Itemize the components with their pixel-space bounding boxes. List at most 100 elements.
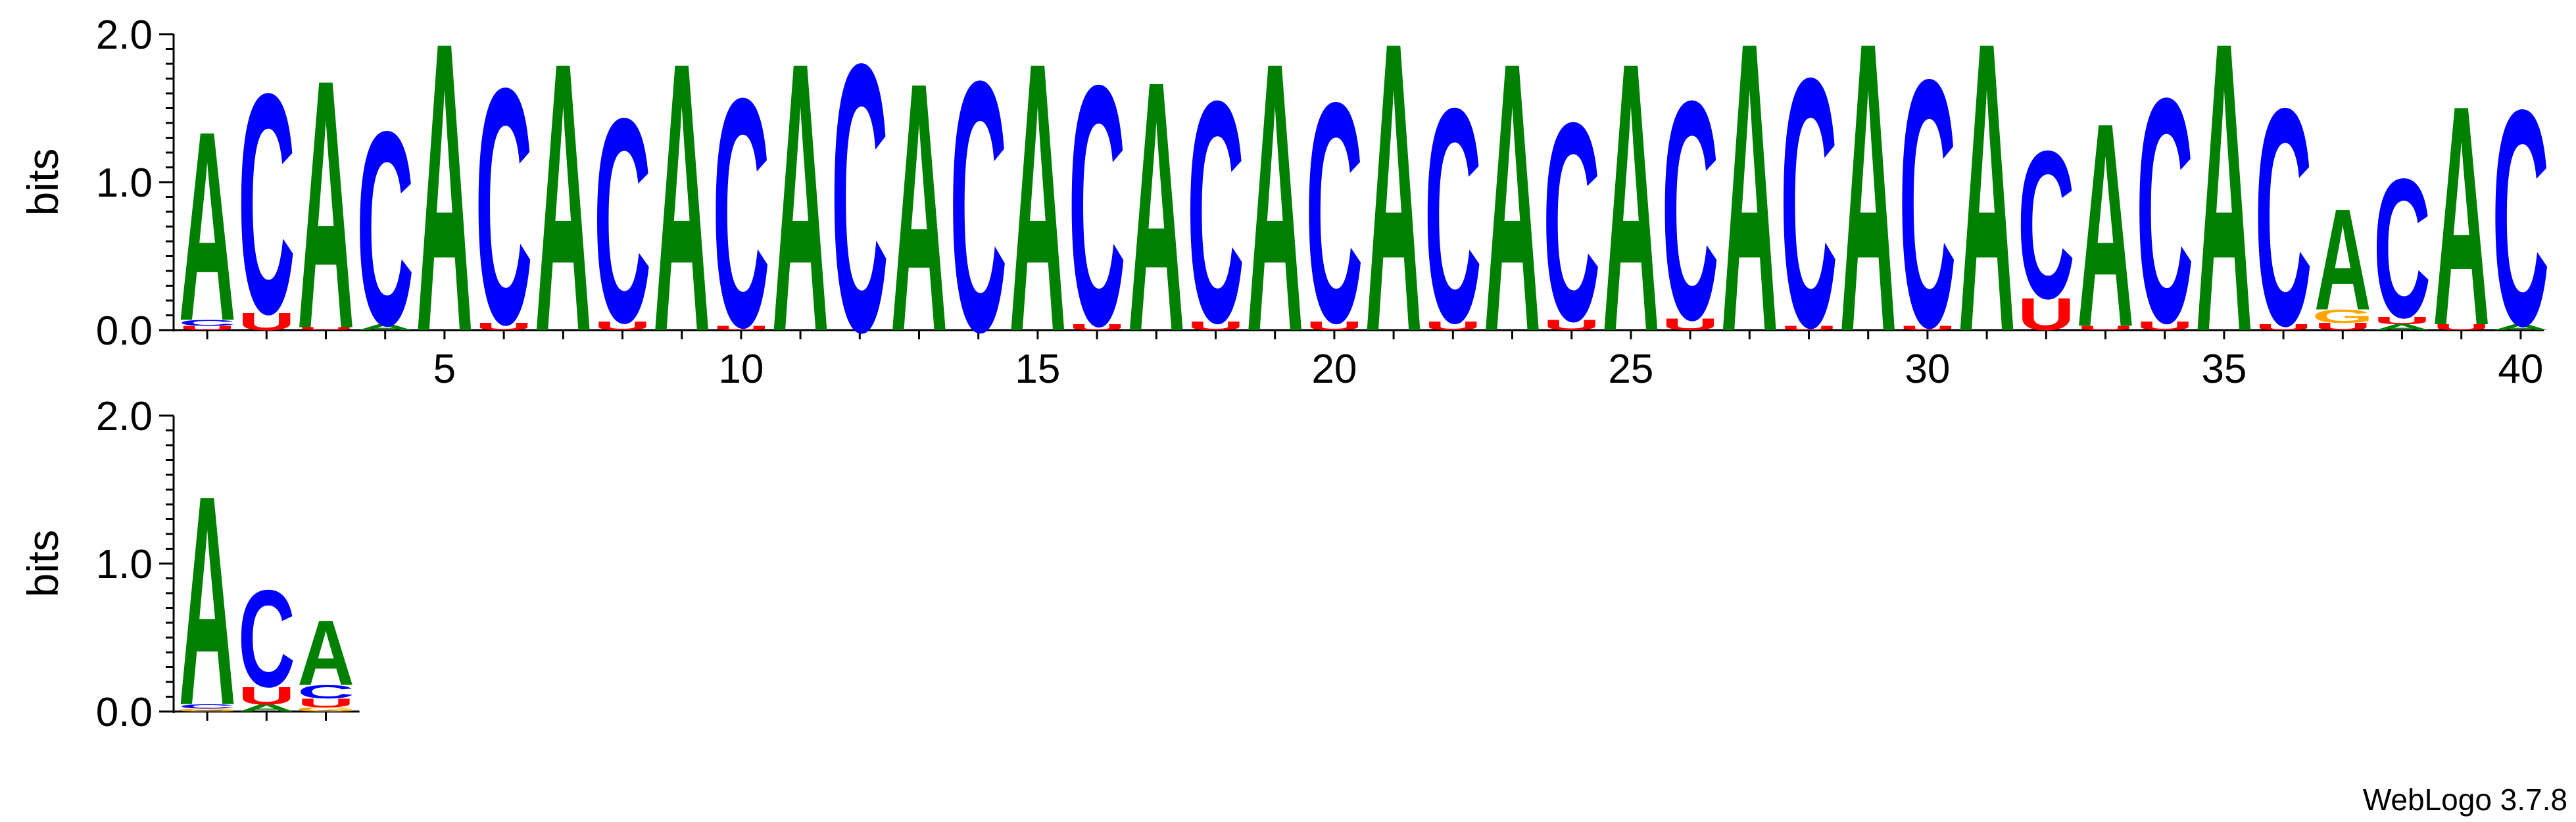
glyph-A: A — [653, 0, 710, 412]
logo-column: UC — [1780, 5, 1837, 401]
logo-column: UC — [2255, 44, 2312, 390]
logo-column: A — [653, 0, 710, 412]
y-tick-label: 0.0 — [96, 690, 153, 735]
y-tick-label: 1.0 — [96, 542, 153, 587]
glyph-U: U — [1424, 319, 1482, 333]
glyph-A: A — [2314, 179, 2371, 341]
glyph-A: A — [2195, 0, 2252, 418]
glyph-A: A — [356, 323, 414, 332]
x-tick-label: 25 — [1608, 347, 1653, 392]
glyph-C: C — [356, 74, 414, 383]
glyph-U: U — [1899, 325, 1956, 331]
logo-column: UC — [712, 30, 769, 395]
glyph-U: U — [2433, 323, 2490, 332]
glyph-U: U — [238, 681, 295, 709]
glyph-G: G — [176, 708, 238, 712]
glyph-C: C — [594, 57, 651, 383]
x-tick-label: 35 — [2201, 347, 2247, 392]
logo-column: GCA — [176, 433, 238, 768]
logo-column: A — [1721, 0, 1778, 418]
logo-column: C — [831, 0, 888, 411]
logo-column: UC — [1187, 36, 1244, 389]
glyph-A: A — [535, 0, 592, 412]
glyph-A: A — [297, 600, 354, 704]
glyph-A: A — [179, 75, 236, 377]
glyph-A: A — [179, 433, 236, 768]
logo-column: C — [950, 8, 1007, 406]
glyph-C: C — [297, 681, 354, 702]
y-tick-label: 1.0 — [96, 160, 153, 206]
x-tick-label: 15 — [1015, 347, 1060, 392]
glyph-C: C — [2492, 47, 2549, 390]
glyph-C: C — [1662, 37, 1719, 385]
glyph-A: A — [1365, 0, 1422, 418]
glyph-A: A — [2077, 62, 2134, 387]
glyph-U: U — [179, 325, 236, 331]
logo-column: UC — [1424, 44, 1482, 386]
glyph-C: C — [1899, 6, 1956, 400]
logo-column: A — [890, 9, 948, 405]
y-axis-label: bits — [18, 149, 67, 216]
glyph-A: A — [772, 0, 829, 412]
x-tick-label: 20 — [1311, 347, 1357, 392]
logo-column: A — [1602, 0, 1659, 412]
logo-column: UC — [238, 28, 295, 379]
logo-column: A — [416, 0, 473, 418]
glyph-U: U — [238, 308, 295, 335]
glyph-U: U — [594, 319, 651, 333]
glyph-C: C — [2373, 137, 2431, 360]
glyph-U: U — [2373, 315, 2431, 327]
glyph-G: G — [295, 706, 357, 713]
glyph-A: A — [1128, 8, 1185, 406]
glyph-C: C — [2255, 44, 2312, 390]
logo-column: UCA — [179, 75, 236, 377]
logo-column: A — [1128, 8, 1185, 406]
logo-column: UC — [1662, 37, 1719, 385]
glyph-U: U — [2136, 319, 2193, 333]
glyph-U: U — [475, 321, 533, 333]
logo-column: A — [1484, 0, 1541, 412]
glyph-C: C — [831, 0, 888, 411]
logo-column: A — [772, 0, 829, 412]
glyph-C: C — [179, 703, 236, 710]
glyph-C: C — [2018, 108, 2075, 343]
logo-column: UC — [1069, 14, 1126, 398]
glyph-U: U — [1069, 323, 1126, 332]
logo-column: UA — [2077, 62, 2134, 387]
glyph-U: U — [712, 325, 769, 331]
glyph-G: G — [2312, 306, 2374, 327]
x-tick-label: 10 — [718, 347, 764, 392]
glyph-A: A — [2433, 40, 2490, 391]
x-tick-label: 5 — [433, 347, 456, 392]
glyph-U: U — [2077, 325, 2134, 331]
logo-column: UC — [594, 57, 651, 383]
glyph-C: C — [712, 30, 769, 395]
glyph-A: A — [238, 702, 295, 714]
glyph-A: A — [1721, 0, 1778, 418]
glyph-C: C — [950, 8, 1007, 406]
glyph-U: U — [297, 326, 354, 331]
logo-column: UC — [475, 18, 533, 395]
glyph-U: U — [297, 696, 354, 710]
y-tick-label: 0.0 — [96, 308, 153, 354]
logo-column: A — [1365, 0, 1422, 418]
logo-column: UC — [1305, 37, 1363, 388]
glyph-C: C — [179, 318, 236, 327]
glyph-A: A — [2492, 323, 2549, 332]
logo-column: AC — [356, 74, 414, 383]
glyph-A: A — [2373, 323, 2431, 332]
glyph-U: U — [2255, 323, 2312, 332]
logo-column: AUC — [2373, 137, 2431, 360]
glyph-A: A — [1839, 0, 1897, 418]
logo-column: UC — [2136, 32, 2193, 390]
logo-column: UC — [2018, 108, 2075, 343]
glyph-C: C — [1187, 36, 1244, 389]
logo-column: A — [2195, 0, 2252, 418]
y-tick-label: 2.0 — [96, 12, 153, 58]
glyph-U: U — [1543, 317, 1600, 333]
glyph-U: U — [1662, 315, 1719, 333]
